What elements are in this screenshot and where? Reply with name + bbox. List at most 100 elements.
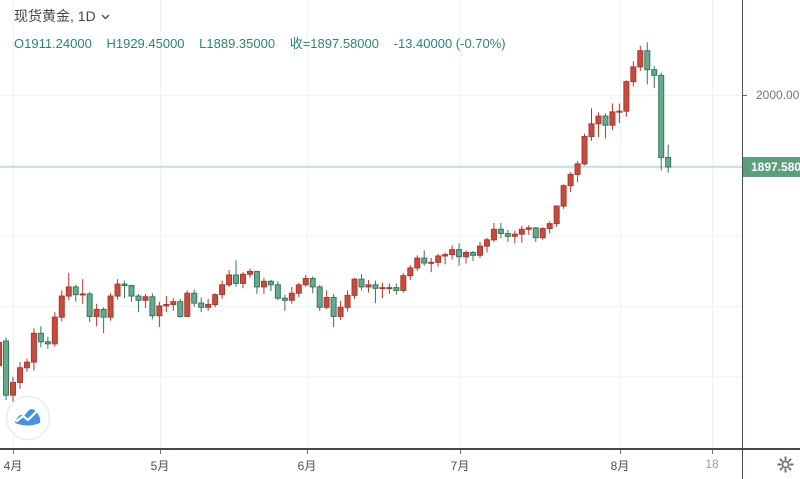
candle: [184, 290, 191, 318]
candle: [114, 279, 121, 300]
candle: [23, 358, 30, 372]
candle: [205, 298, 212, 311]
time-axis-label: 5月: [150, 459, 170, 473]
candle: [386, 283, 393, 294]
candle: [323, 290, 330, 310]
candle: [51, 312, 58, 347]
candle: [539, 227, 546, 240]
candle: [107, 293, 114, 321]
candle: [246, 268, 253, 278]
candle: [490, 222, 497, 242]
price-axis-line: [742, 0, 743, 479]
candle: [135, 293, 142, 313]
chart-plot-area[interactable]: [0, 0, 742, 448]
candle: [463, 250, 470, 264]
candle: [288, 286, 295, 304]
candle: [274, 281, 281, 301]
candle: [212, 293, 219, 308]
candle: [497, 222, 504, 239]
candle: [128, 284, 135, 302]
candle: [170, 298, 177, 311]
candle: [379, 282, 386, 299]
candle: [10, 376, 16, 405]
candle: [240, 272, 247, 289]
candle: [365, 279, 372, 293]
time-axis-label: 6月: [297, 459, 317, 473]
candle: [351, 277, 358, 299]
candle: [623, 80, 630, 117]
candle: [525, 225, 532, 235]
time-axis-label: 18: [705, 457, 719, 471]
time-axis-tick: [307, 450, 308, 454]
candle: [560, 184, 567, 209]
candle: [0, 341, 3, 367]
candle: [511, 230, 518, 244]
candle: [177, 298, 184, 318]
candle: [518, 225, 525, 243]
candle: [442, 252, 449, 265]
candle: [30, 328, 37, 371]
candle: [421, 250, 428, 266]
candle: [3, 337, 10, 401]
ohlc-open: O1911.24000: [14, 36, 92, 51]
candle: [609, 103, 616, 131]
candle: [198, 297, 205, 313]
candle: [414, 255, 421, 271]
candle: [567, 172, 574, 193]
candle: [658, 72, 665, 171]
candle: [393, 283, 400, 295]
candle: [226, 270, 233, 287]
price-axis-label: 2000.00: [756, 88, 800, 102]
candle: [58, 290, 65, 322]
price-axis[interactable]: 2000.00: [742, 0, 800, 448]
logo-mountain-icon: [5, 395, 51, 441]
symbol-selector[interactable]: 现货黄金, 1D: [14, 6, 517, 26]
candle: [665, 144, 672, 173]
candle: [142, 293, 149, 309]
candle: [449, 245, 456, 260]
candle: [121, 280, 128, 299]
candle: [86, 291, 93, 323]
candle: [574, 161, 581, 183]
candle: [233, 260, 240, 287]
candle: [163, 296, 170, 313]
time-axis-tick: [460, 450, 461, 454]
candle: [316, 284, 323, 311]
candle: [372, 280, 379, 304]
candle: [219, 280, 226, 299]
ohlc-close: 收=1897.58000: [289, 36, 379, 51]
candle: [93, 303, 100, 327]
time-axis-tick: [13, 450, 14, 454]
candle: [337, 300, 344, 320]
ohlc-readout: O1911.24000 H1929.45000 L1889.35000 收=18…: [14, 33, 517, 52]
axis-settings-gear-icon[interactable]: [777, 456, 794, 473]
candle: [588, 108, 595, 141]
candle: [253, 270, 260, 294]
candle: [435, 253, 442, 267]
candle: [581, 133, 588, 166]
candle: [344, 290, 351, 312]
candle: [309, 276, 316, 294]
candle: [260, 277, 267, 294]
chart-header: 现货黄金, 1D O1911.24000 H1929.45000 L1889.3…: [14, 6, 517, 52]
candle: [358, 274, 365, 291]
time-axis-tick: [620, 450, 621, 454]
chevron-down-icon: [101, 14, 110, 20]
candle: [616, 103, 623, 124]
candle: [651, 66, 658, 88]
candle: [330, 293, 337, 327]
candle: [100, 307, 107, 334]
candle: [302, 274, 309, 287]
candle: [504, 229, 511, 242]
candle: [637, 45, 644, 72]
time-axis[interactable]: 4月 5月 6月 7月 8月 18: [0, 448, 800, 479]
candle: [546, 221, 553, 234]
candle: [16, 362, 23, 389]
candle: [407, 265, 414, 280]
candle: [156, 301, 163, 327]
candlestick-chart: [0, 0, 742, 448]
candle: [602, 113, 609, 139]
candle: [644, 42, 651, 85]
candle: [281, 294, 288, 311]
